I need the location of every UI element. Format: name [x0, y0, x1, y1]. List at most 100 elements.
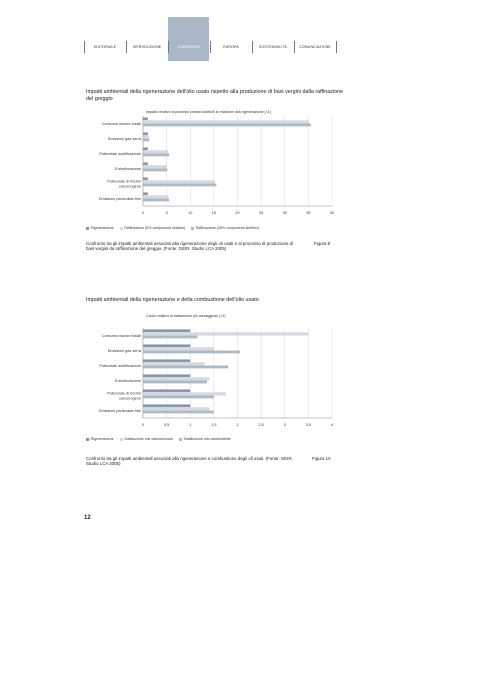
chart1-legend-item: Rigenerazione — [86, 226, 114, 230]
chart2-tick-label: 2,5 — [258, 423, 263, 427]
chart2-category-label: Potenziale acidificazione — [99, 364, 141, 368]
chart2-bar — [142, 362, 205, 366]
chart1-bar — [142, 192, 148, 196]
chart2-bar — [142, 389, 191, 393]
tab-editoriale[interactable]: EDITORIALE — [93, 45, 117, 49]
legend-swatch — [86, 226, 89, 230]
chart1-tick-label: 25 — [259, 211, 263, 215]
chart1-legend-label: Rigenerazione — [90, 226, 114, 230]
chart1-bar — [142, 132, 148, 136]
chart2-bar — [142, 335, 198, 339]
nav-separator — [210, 41, 211, 53]
chart2-bar — [142, 359, 191, 363]
chart2-category-label: Eutrofizzazione — [115, 379, 141, 383]
chart1-bar — [142, 195, 169, 199]
top-nav: EDITORIALE INTRODUZIONE CONSORZIO EUROPA… — [84, 17, 337, 61]
nav-active-highlight — [168, 17, 209, 61]
chart2-bar — [142, 395, 214, 399]
chart1-category-label: Potenziale acidificazione — [99, 152, 141, 156]
chart2-bar — [142, 365, 229, 369]
legend-swatch — [191, 226, 195, 230]
chart2-legend-label: Rigenerazione — [90, 437, 114, 441]
chart1-bar — [142, 177, 148, 181]
chart2-category-label: Emissioni gas serra — [108, 349, 142, 353]
chart2-legend-item: Rigenerazione — [86, 437, 114, 441]
chart1-bar — [142, 183, 217, 187]
chart2-bar — [142, 407, 210, 411]
chart2-tick-label: 4 — [331, 423, 333, 427]
chart2-category-label: Emissioni particolato fine — [99, 409, 141, 413]
chart2-legend: Rigenerazione Sostituzione mix carbone/c… — [86, 437, 231, 441]
chart1-tick-label: 15 — [212, 211, 216, 215]
chart2-legend-label: Sostituzione olio combustibile — [183, 437, 231, 441]
chart2-bar — [142, 410, 214, 414]
chart2-tick-label: 3 — [284, 423, 286, 427]
chart2: 0 0,5 1 1,5 2 2,5 3 3,5 4 Consumo risorse fossili… — [99, 328, 333, 427]
chart1-bar — [142, 168, 168, 172]
chart1: 0 5 10 15 20 25 30 35 40 Consumo risorse fossili E… — [99, 116, 334, 215]
chart2-tick-label: 0,5 — [164, 423, 169, 427]
chart2-bar — [142, 347, 214, 351]
nav-separator — [252, 41, 253, 53]
chart2-category-label: Consumo risorse fossili — [102, 334, 141, 338]
tab-consorzio[interactable]: CONSORZIO — [177, 45, 201, 49]
chart1-category-label: Emissioni particolato fine — [99, 197, 141, 201]
chart1-bar — [142, 135, 149, 139]
figure9-caption: Confronto tra gli impatti ambientali ass… — [86, 241, 293, 252]
chart1-legend-label: Raffinazione (30% componenti sintetici) — [195, 226, 259, 230]
chart1-tick-label: 10 — [188, 211, 192, 215]
nav-separator — [84, 41, 85, 53]
chart1-bar — [142, 150, 169, 154]
chart2-bar — [142, 350, 240, 354]
nav-separator — [126, 41, 127, 53]
chart1-legend-item: Raffinazione (30% componenti sintetici) — [191, 226, 259, 230]
chart2-legend-label: Sostituzione mix carbone/coke — [124, 437, 173, 441]
chart2-bar — [142, 380, 207, 384]
tab-introduzione[interactable]: INTRODUZIONE — [132, 45, 162, 49]
chart2-tick-label: 0 — [142, 423, 144, 427]
tab-comunicazione[interactable]: COMUNICAZIONE — [299, 45, 331, 49]
chart1-tick-label: 5 — [166, 211, 168, 215]
chart1-legend-item: Raffinazione (0% componenti sintetici) — [119, 226, 186, 230]
figure10-title: Impatti ambientali della rigenerazione e… — [86, 297, 259, 303]
chart1-bar — [142, 117, 148, 121]
chart1-bar — [142, 147, 148, 151]
chart2-tick-label: 1,5 — [211, 423, 216, 427]
chart1-tick-label: 40 — [330, 211, 334, 215]
chart1-bar — [142, 180, 215, 184]
tab-europa[interactable]: EUROPA — [223, 45, 239, 49]
nav-separator — [294, 41, 295, 53]
chart1-tick-label: 35 — [306, 211, 310, 215]
figure10-number: Figura 10 — [312, 456, 331, 461]
chart2-legend-item: Sostituzione olio combustibile — [178, 437, 231, 441]
chart2-tick-label: 3,5 — [306, 423, 311, 427]
nav-separator — [336, 41, 337, 53]
chart1-bar — [142, 198, 170, 202]
chart1-category-label: Eutrofizzazione — [115, 167, 141, 171]
chart2-tick-label: 1 — [189, 423, 191, 427]
chart1-bar — [142, 123, 311, 127]
chart2-bar — [142, 374, 191, 378]
chart1-bar — [142, 153, 170, 157]
legend-swatch — [119, 437, 123, 441]
legend-swatch — [178, 437, 182, 441]
chart2-bar — [142, 377, 210, 381]
chart1-tick-label: 0 — [142, 211, 144, 215]
chart1-category-label: Emissioni gas serra — [108, 137, 142, 141]
chart1-category-label: Potenziale di rischio cancerogeno — [107, 180, 141, 189]
chart1-category-label: Consumo risorse fossili — [102, 122, 141, 126]
chart2-legend-item: Sostituzione mix carbone/coke — [119, 437, 173, 441]
legend-swatch — [119, 226, 123, 230]
chart2-category-label: Potenziale di rischio cancerogeno — [107, 392, 141, 401]
legend-swatch — [86, 437, 89, 441]
chart2-bar — [142, 392, 226, 396]
chart1-tick-label: 30 — [283, 211, 287, 215]
chart1-axis-title: Impatto relativo ai processi primari sos… — [146, 110, 271, 114]
chart1-bar — [142, 138, 150, 142]
tab-sostenibilita[interactable]: SOSTENIBILITÀ — [258, 45, 288, 49]
chart2-bar — [142, 332, 309, 336]
chart2-bar — [142, 344, 191, 348]
chart1-legend-label: Raffinazione (0% componenti sintetici) — [124, 226, 186, 230]
page-number: 12 — [84, 515, 91, 521]
chart1-bar — [142, 162, 148, 166]
